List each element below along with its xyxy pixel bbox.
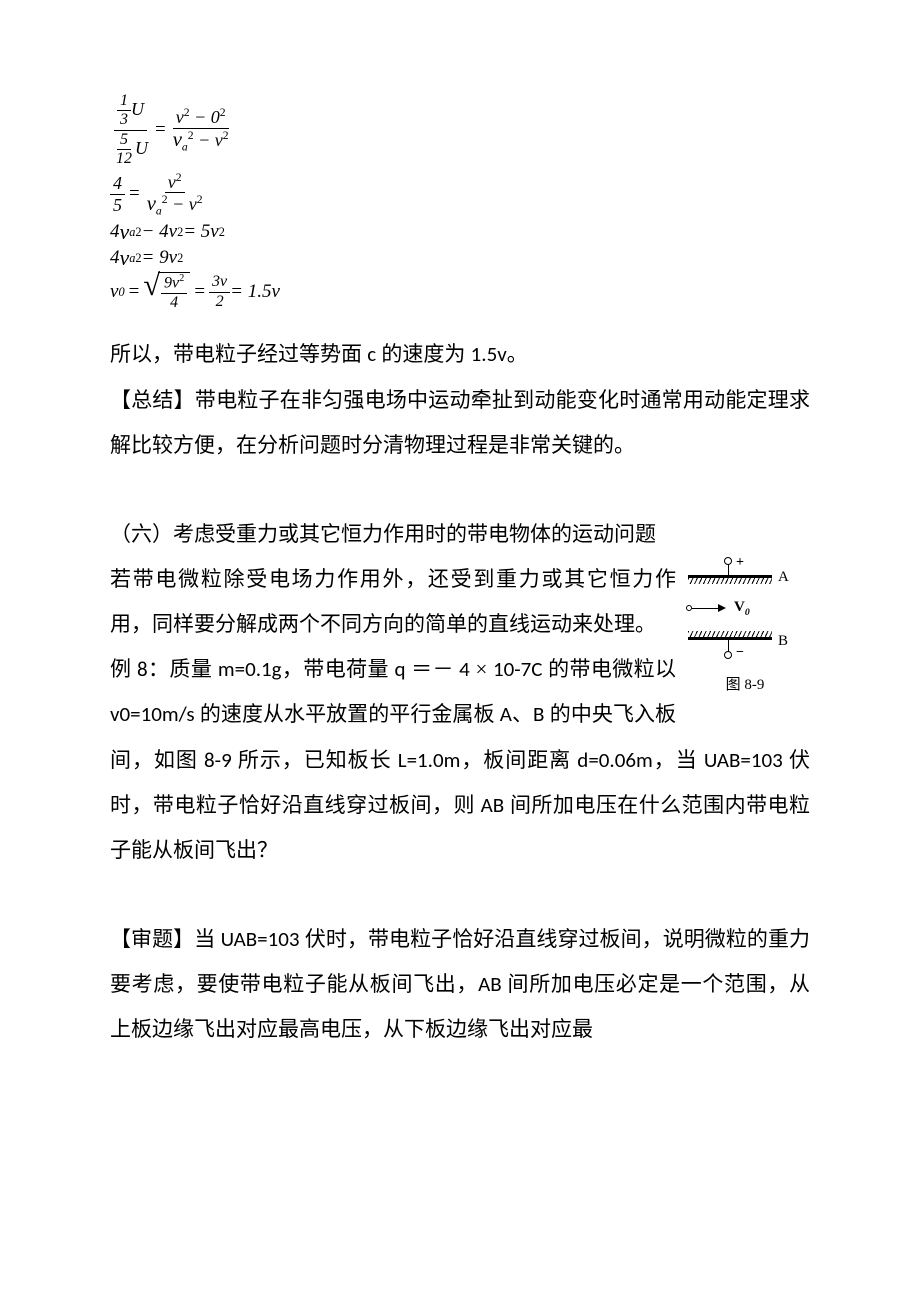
para-summary: 【总结】带电粒子在非匀强电场中运动牵扯到动能变化时通常用动能定理求解比较方便，在… <box>110 378 810 468</box>
math-line-4: 4va2 = 9v2 <box>110 246 810 270</box>
figure-caption: 图 8-9 <box>680 673 810 694</box>
math-derivation: 13U 512U = v2 − 02 va2 − v2 4 5 = v2 va2… <box>110 92 810 312</box>
math-line-5: v0 = √ 9v2 4 = 3v 2 = 1.5v <box>110 272 810 312</box>
minus-sign: − <box>736 645 744 661</box>
capacitor-diagram: + A V0 − B <box>680 561 800 671</box>
label-V0: V0 <box>734 599 750 618</box>
math-line-1: 13U 512U = v2 − 02 va2 − v2 <box>110 92 810 169</box>
math-line-2: 4 5 = v2 va2 − v2 <box>110 171 810 219</box>
section-heading-six: （六）考虑受重力或其它恒力作用时的带电物体的运动问题 <box>110 512 810 557</box>
plus-sign: + <box>736 555 744 571</box>
math-line-3: 4va2 − 4v2 = 5v2 <box>110 220 810 244</box>
figure-8-9: + A V0 − B 图 8-9 <box>680 561 810 694</box>
label-A: A <box>778 569 789 586</box>
para-conclusion: 所以，带电粒子经过等势面 c 的速度为 1.5v。 <box>110 332 810 377</box>
label-B: B <box>778 633 788 650</box>
para-analysis: 【审题】当 UAB=103 伏时，带电粒子恰好沿直线穿过板间，说明微粒的重力要考… <box>110 917 810 1052</box>
